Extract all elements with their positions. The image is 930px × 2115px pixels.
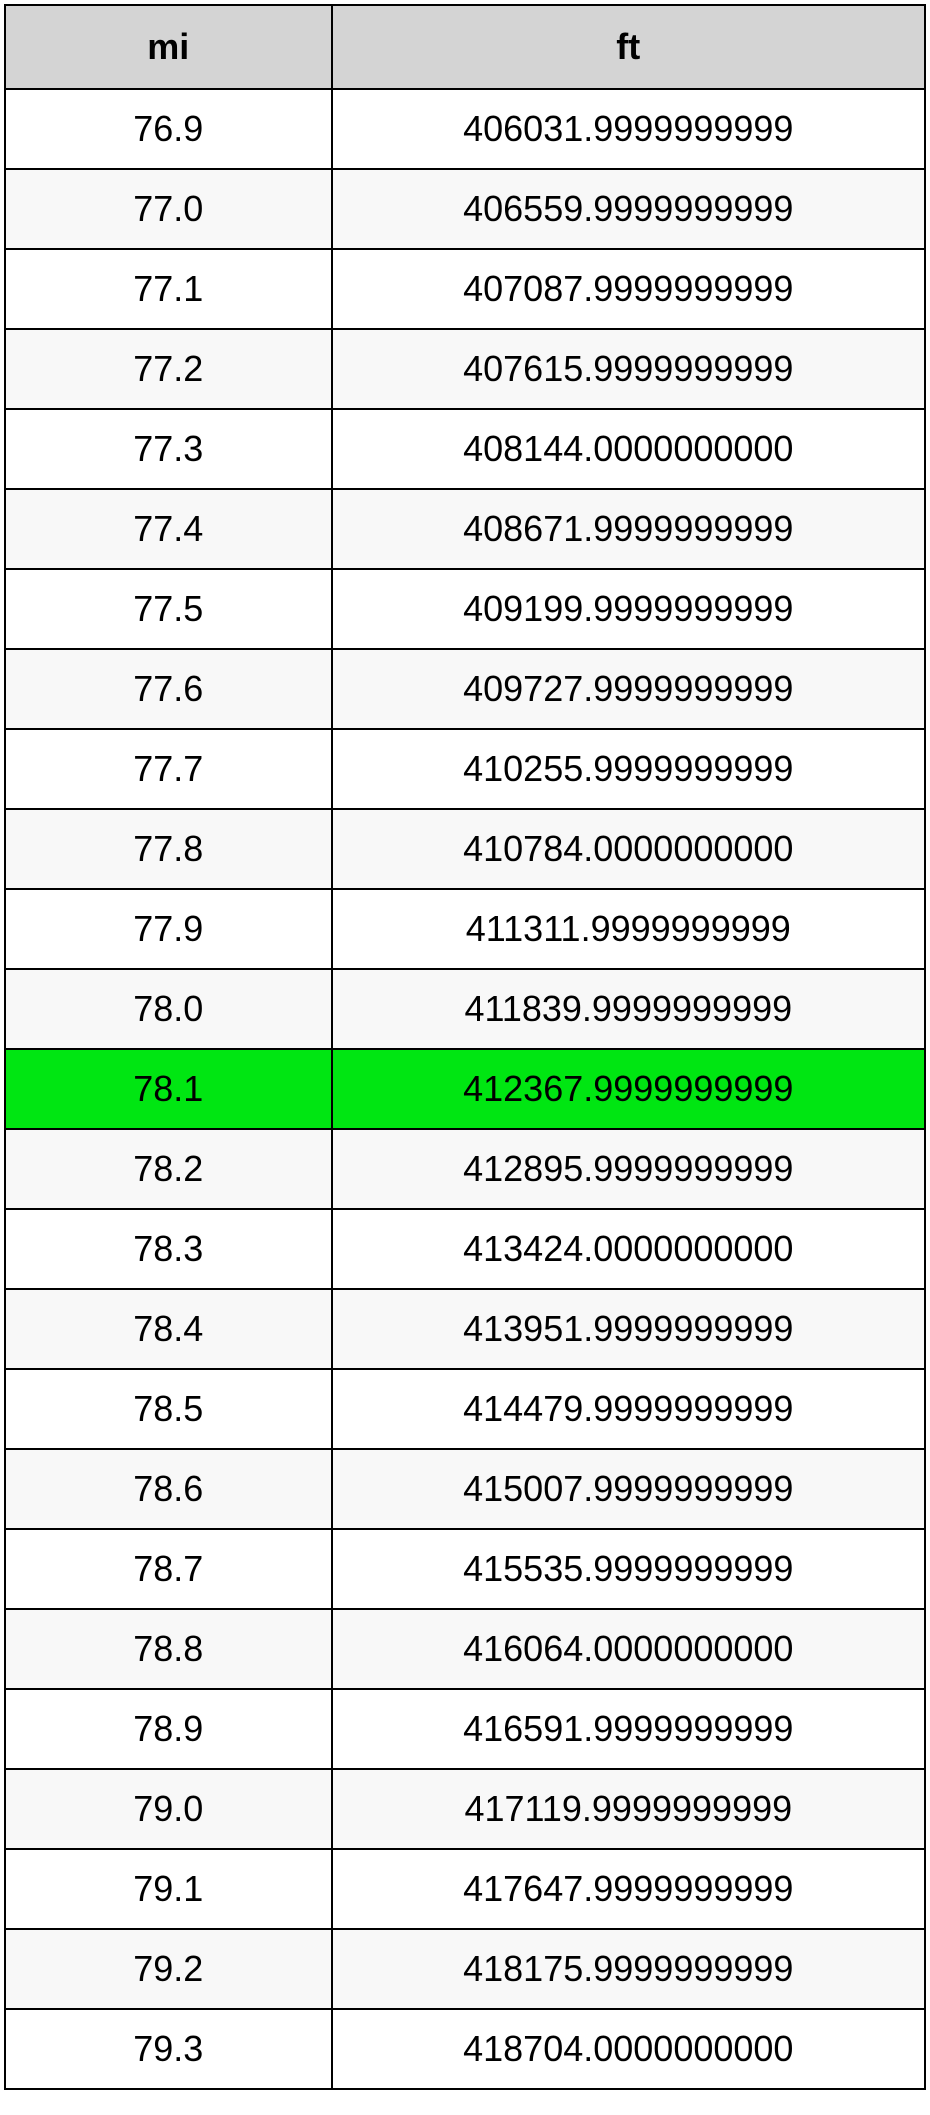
cell-mi: 77.7 <box>5 729 332 809</box>
column-header-ft: ft <box>332 5 925 89</box>
table-row: 78.8 416064.0000000000 <box>5 1609 925 1689</box>
cell-ft: 410784.0000000000 <box>332 809 925 889</box>
table-body: 76.9 406031.9999999999 77.0 406559.99999… <box>5 89 925 2089</box>
cell-mi: 78.9 <box>5 1689 332 1769</box>
cell-mi: 77.1 <box>5 249 332 329</box>
table-row: 79.3 418704.0000000000 <box>5 2009 925 2089</box>
cell-mi: 78.5 <box>5 1369 332 1449</box>
cell-ft: 414479.9999999999 <box>332 1369 925 1449</box>
table-row: 77.0 406559.9999999999 <box>5 169 925 249</box>
cell-ft: 416591.9999999999 <box>332 1689 925 1769</box>
cell-ft: 410255.9999999999 <box>332 729 925 809</box>
cell-mi: 78.3 <box>5 1209 332 1289</box>
cell-mi: 78.7 <box>5 1529 332 1609</box>
cell-ft: 416064.0000000000 <box>332 1609 925 1689</box>
table-row: 76.9 406031.9999999999 <box>5 89 925 169</box>
cell-ft: 411839.9999999999 <box>332 969 925 1049</box>
cell-ft: 417119.9999999999 <box>332 1769 925 1849</box>
cell-mi: 77.3 <box>5 409 332 489</box>
table-row: 78.6 415007.9999999999 <box>5 1449 925 1529</box>
cell-ft: 413424.0000000000 <box>332 1209 925 1289</box>
cell-ft: 415007.9999999999 <box>332 1449 925 1529</box>
cell-ft: 409727.9999999999 <box>332 649 925 729</box>
cell-mi: 78.2 <box>5 1129 332 1209</box>
cell-mi: 77.2 <box>5 329 332 409</box>
cell-ft: 415535.9999999999 <box>332 1529 925 1609</box>
cell-mi: 77.5 <box>5 569 332 649</box>
cell-mi: 76.9 <box>5 89 332 169</box>
cell-mi: 77.6 <box>5 649 332 729</box>
table-row: 79.0 417119.9999999999 <box>5 1769 925 1849</box>
conversion-table: mi ft 76.9 406031.9999999999 77.0 406559… <box>4 4 926 2090</box>
cell-mi: 79.2 <box>5 1929 332 2009</box>
cell-mi: 77.8 <box>5 809 332 889</box>
cell-ft: 411311.9999999999 <box>332 889 925 969</box>
table-header-row: mi ft <box>5 5 925 89</box>
table-row: 77.6 409727.9999999999 <box>5 649 925 729</box>
cell-mi: 77.9 <box>5 889 332 969</box>
cell-ft: 408144.0000000000 <box>332 409 925 489</box>
cell-ft: 418175.9999999999 <box>332 1929 925 2009</box>
table-row: 79.2 418175.9999999999 <box>5 1929 925 2009</box>
table-row: 77.4 408671.9999999999 <box>5 489 925 569</box>
table-row: 78.7 415535.9999999999 <box>5 1529 925 1609</box>
table-row: 77.2 407615.9999999999 <box>5 329 925 409</box>
table-row: 79.1 417647.9999999999 <box>5 1849 925 1929</box>
table-row: 78.0 411839.9999999999 <box>5 969 925 1049</box>
cell-mi: 78.1 <box>5 1049 332 1129</box>
cell-mi: 78.8 <box>5 1609 332 1689</box>
cell-ft: 406031.9999999999 <box>332 89 925 169</box>
cell-ft: 407615.9999999999 <box>332 329 925 409</box>
cell-mi: 78.0 <box>5 969 332 1049</box>
cell-mi: 78.6 <box>5 1449 332 1529</box>
table-row: 77.7 410255.9999999999 <box>5 729 925 809</box>
column-header-mi: mi <box>5 5 332 89</box>
table-row: 77.9 411311.9999999999 <box>5 889 925 969</box>
cell-mi: 77.0 <box>5 169 332 249</box>
table-row-highlighted: 78.1 412367.9999999999 <box>5 1049 925 1129</box>
cell-mi: 79.1 <box>5 1849 332 1929</box>
cell-ft: 406559.9999999999 <box>332 169 925 249</box>
cell-ft: 408671.9999999999 <box>332 489 925 569</box>
table-row: 78.4 413951.9999999999 <box>5 1289 925 1369</box>
cell-mi: 77.4 <box>5 489 332 569</box>
table-row: 77.8 410784.0000000000 <box>5 809 925 889</box>
table-row: 78.3 413424.0000000000 <box>5 1209 925 1289</box>
table-row: 77.3 408144.0000000000 <box>5 409 925 489</box>
cell-ft: 418704.0000000000 <box>332 2009 925 2089</box>
cell-ft: 412367.9999999999 <box>332 1049 925 1129</box>
table-row: 77.1 407087.9999999999 <box>5 249 925 329</box>
cell-ft: 407087.9999999999 <box>332 249 925 329</box>
table-row: 78.9 416591.9999999999 <box>5 1689 925 1769</box>
cell-mi: 79.0 <box>5 1769 332 1849</box>
cell-ft: 409199.9999999999 <box>332 569 925 649</box>
cell-ft: 413951.9999999999 <box>332 1289 925 1369</box>
table-row: 78.2 412895.9999999999 <box>5 1129 925 1209</box>
table-row: 78.5 414479.9999999999 <box>5 1369 925 1449</box>
cell-ft: 417647.9999999999 <box>332 1849 925 1929</box>
cell-mi: 79.3 <box>5 2009 332 2089</box>
cell-ft: 412895.9999999999 <box>332 1129 925 1209</box>
table-row: 77.5 409199.9999999999 <box>5 569 925 649</box>
cell-mi: 78.4 <box>5 1289 332 1369</box>
